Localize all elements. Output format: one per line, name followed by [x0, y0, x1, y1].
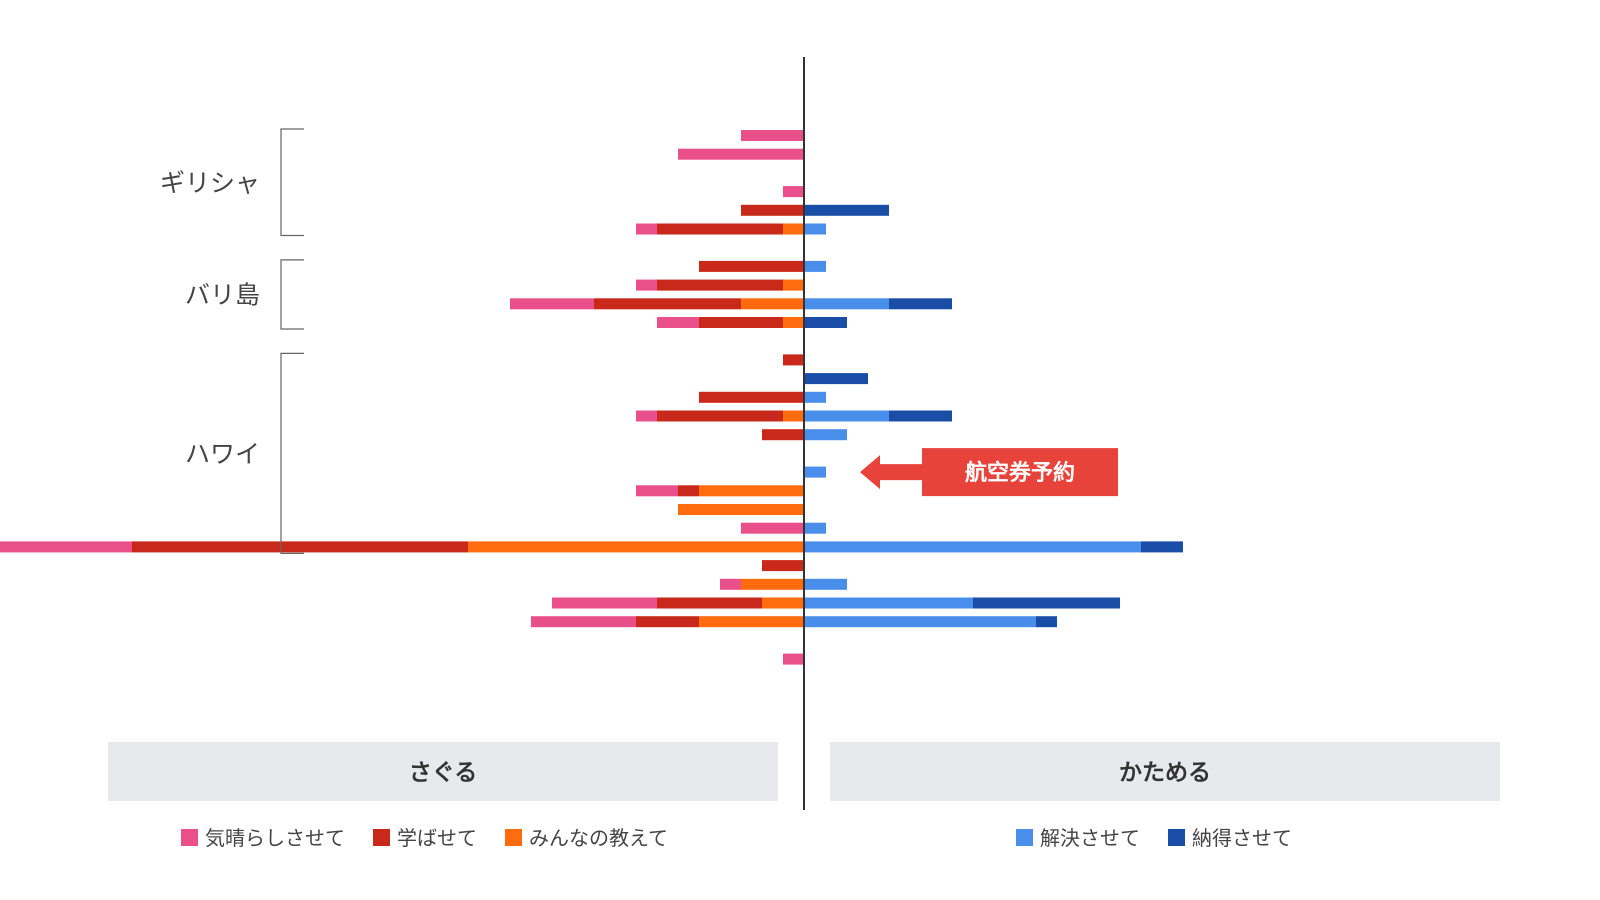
bar-left-row22-series0	[0, 541, 132, 553]
group-bracket-0	[280, 128, 304, 237]
callout-arrow	[860, 455, 925, 490]
bar-left-row9-series0	[510, 298, 594, 310]
legend-left-swatch-0	[181, 829, 198, 846]
group-label-1: バリ島	[185, 280, 260, 309]
bar-left-row10-series1	[699, 317, 783, 328]
bar-left-row15-series2	[783, 410, 804, 422]
legend-left-label-2: みんなの教えて	[529, 826, 668, 850]
legend-left-label-1: 学ばせて	[397, 826, 477, 850]
bar-left-row9-series1	[594, 298, 741, 310]
bar-left-row22-series1	[132, 541, 468, 553]
bar-left-row3-series0	[783, 186, 804, 198]
bar-left-row8-series0	[636, 279, 657, 291]
bar-left-row21-series0	[741, 522, 804, 534]
bars-layer	[0, 130, 1183, 665]
callout-box	[922, 448, 1118, 497]
group-bracket-1	[280, 259, 304, 330]
legend-right-label-0: 解決させて	[1040, 826, 1140, 850]
right-panel-box	[830, 742, 1500, 801]
bar-right-row7-series0	[805, 260, 826, 272]
bar-right-row25-series0	[805, 597, 973, 609]
bar-left-row5-series0	[636, 223, 657, 235]
bar-left-row15-series0	[636, 410, 657, 422]
bar-left-row22-series2	[468, 541, 804, 553]
left-panel-box	[108, 742, 778, 801]
bar-left-row24-series2	[741, 578, 804, 590]
bar-left-row24-series0	[720, 578, 741, 590]
bar-right-row18-series0	[805, 466, 826, 478]
right-panel-label: かためる	[1119, 760, 1211, 786]
bar-left-row25-series0	[552, 597, 657, 609]
bar-right-row24-series0	[805, 578, 847, 590]
bar-right-row15-series1	[889, 410, 952, 422]
bar-left-row8-series1	[657, 279, 783, 291]
legend: 気晴らしさせて 学ばせて みんなの教えて 解決させて 納得させて	[181, 826, 1292, 850]
bar-right-row26-series0	[805, 616, 1036, 628]
bar-right-row15-series0	[805, 410, 889, 422]
bar-left-row25-series1	[657, 597, 762, 609]
bar-left-row19-series0	[636, 485, 678, 497]
bar-left-row14-series1	[699, 391, 804, 403]
bar-left-row5-series2	[783, 223, 804, 235]
bar-right-row9-series1	[889, 298, 952, 310]
bar-right-row5-series0	[805, 223, 826, 235]
bar-left-row19-series1	[678, 485, 699, 497]
bar-left-row7-series1	[699, 260, 804, 272]
bar-left-row0-series0	[741, 130, 804, 141]
bar-left-row5-series1	[657, 223, 783, 235]
legend-right-swatch-1	[1168, 829, 1185, 846]
group-label-0: ギリシャ	[160, 168, 260, 197]
group-label-2: ハワイ	[185, 439, 260, 468]
bar-left-row12-series1	[783, 354, 804, 366]
bar-left-row9-series2	[741, 298, 804, 310]
bar-right-row25-series1	[973, 597, 1120, 609]
bar-left-row1-series0	[678, 148, 804, 160]
bar-left-row16-series1	[762, 429, 804, 441]
bar-left-row10-series2	[783, 317, 804, 328]
bar-right-row16-series0	[805, 429, 847, 441]
bar-right-row9-series0	[805, 298, 889, 310]
left-panel-label: さぐる	[409, 760, 478, 786]
bar-left-row19-series2	[699, 485, 804, 497]
bar-left-row26-series2	[699, 616, 804, 628]
bar-left-row20-series2	[678, 504, 804, 515]
bar-left-row15-series1	[657, 410, 783, 422]
legend-left-swatch-1	[373, 829, 390, 846]
bar-left-row4-series1	[741, 204, 804, 216]
bar-left-row23-series1	[762, 560, 804, 572]
bar-right-row21-series0	[805, 522, 826, 534]
bar-left-row28-series0	[783, 653, 804, 665]
bar-right-row26-series1	[1036, 616, 1057, 628]
bar-left-row25-series2	[762, 597, 804, 609]
bar-left-row10-series0	[657, 317, 699, 328]
bar-right-row22-series0	[805, 541, 1141, 553]
annotation-callout: 航空券予約	[860, 448, 1118, 497]
legend-right-swatch-0	[1016, 829, 1033, 846]
legend-left-label-0: 気晴らしさせて	[205, 826, 345, 850]
bar-right-row4-series1	[805, 204, 889, 216]
legend-right-label-1: 納得させて	[1192, 826, 1292, 850]
callout-label: 航空券予約	[965, 460, 1075, 486]
bar-left-row8-series2	[783, 279, 804, 291]
bar-right-row22-series1	[1141, 541, 1183, 553]
bar-right-row10-series1	[805, 317, 847, 328]
bar-left-row26-series0	[531, 616, 636, 628]
bar-right-row13-series1	[805, 373, 868, 385]
bar-right-row14-series0	[805, 391, 826, 403]
group-bracket-2	[280, 352, 304, 554]
legend-left-swatch-2	[505, 829, 522, 846]
bar-left-row26-series1	[636, 616, 699, 628]
